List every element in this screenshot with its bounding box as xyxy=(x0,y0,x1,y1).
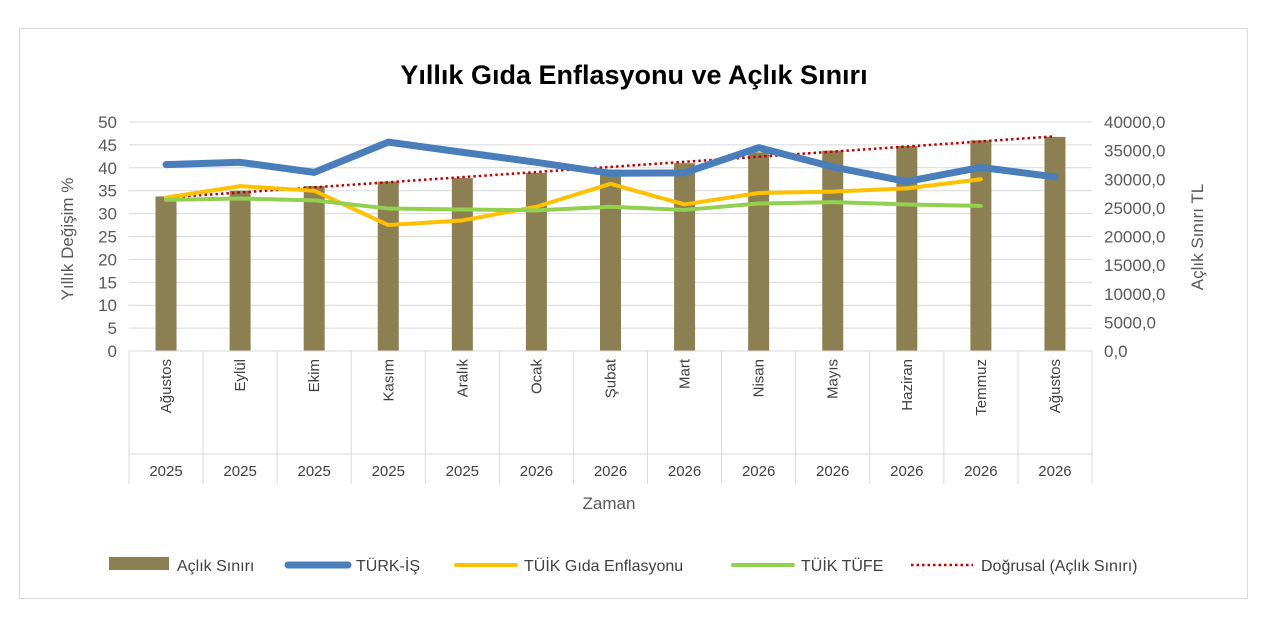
legend-label: Açlık Sınırı xyxy=(177,558,254,575)
x-tick-label: Mart xyxy=(677,358,694,389)
legend-label: Doğrusal (Açlık Sınırı) xyxy=(981,558,1137,575)
y-tick-label: 0 xyxy=(108,342,117,361)
trendline-series xyxy=(165,135,1056,199)
x-tick-label: Nisan xyxy=(751,359,768,397)
y-tick-label: 10 xyxy=(98,296,117,315)
y2-tick-label: 35000,0 xyxy=(1104,142,1165,161)
trendline-aclik-siniri xyxy=(165,135,1056,199)
x-tick-label: Şubat xyxy=(603,358,620,398)
y2-tick-label: 0,0 xyxy=(1104,342,1128,361)
y-tick-label: 50 xyxy=(98,113,117,132)
x-tick-label: Ekim xyxy=(306,359,323,392)
x-year-label: 2025 xyxy=(149,463,182,480)
y-tick-label: 45 xyxy=(98,136,117,155)
bar-aclik-siniri xyxy=(525,172,547,351)
y-tick-label: 5 xyxy=(108,319,117,338)
bar-aclik-siniri xyxy=(600,169,621,351)
y-tick-label: 15 xyxy=(98,273,117,292)
bar-aclik-siniri xyxy=(155,196,177,351)
legend-label: TÜİK Gıda Enflasyonu xyxy=(524,556,683,575)
chart: Yıllık Gıda Enflasyonu ve Açlık Sınırı 0… xyxy=(58,60,1207,575)
y-axis-right: 0,0 5000,0 10000,0 15000,0 20000,0 25000,0 300… xyxy=(1104,113,1165,361)
x-axis-title: Zaman xyxy=(583,494,636,513)
x-tick-label: Haziran xyxy=(899,359,916,411)
bar-series xyxy=(155,136,1066,351)
legend-swatch xyxy=(109,557,169,570)
y2-tick-label: 25000,0 xyxy=(1104,199,1165,218)
chart-frame: Yıllık Gıda Enflasyonu ve Açlık Sınırı 0… xyxy=(19,28,1248,599)
y-tick-label: 35 xyxy=(98,182,117,201)
y-axis-left: 0 5 10 15 20 25 30 35 40 45 50 xyxy=(98,113,117,361)
bar-aclik-siniri xyxy=(303,186,325,351)
x-year-label: 2026 xyxy=(668,463,701,480)
y2-axis-title: Açlık Sınırı TL xyxy=(1188,184,1207,290)
bar-aclik-siniri xyxy=(674,163,696,351)
y2-tick-label: 5000,0 xyxy=(1104,313,1156,332)
x-year-label: 2026 xyxy=(816,463,849,480)
x-year-label: 2026 xyxy=(520,463,553,480)
x-year-label: 2025 xyxy=(223,463,256,480)
x-tick-label: Mayıs xyxy=(825,359,842,399)
chart-title: Yıllık Gıda Enflasyonu ve Açlık Sınırı xyxy=(400,60,867,90)
y2-tick-label: 20000,0 xyxy=(1104,228,1165,247)
x-year-label: 2026 xyxy=(890,463,923,480)
x-year-label: 2026 xyxy=(1038,463,1071,480)
x-tick-label: Ağustos xyxy=(158,359,175,413)
y2-tick-label: 30000,0 xyxy=(1104,170,1165,189)
y-tick-label: 30 xyxy=(98,205,117,224)
x-year-label: 2025 xyxy=(298,463,331,480)
bar-aclik-siniri xyxy=(229,190,251,351)
legend: Açlık Sınırı TÜRK-İŞ TÜİK Gıda Enflasyonu T… xyxy=(109,556,1137,575)
bar-aclik-siniri xyxy=(748,152,770,351)
legend-label: TÜİK TÜFE xyxy=(801,556,883,575)
x-tick-label: Ocak xyxy=(528,359,545,395)
line-series xyxy=(162,138,1059,228)
bar-aclik-siniri xyxy=(1044,136,1066,351)
y-tick-label: 40 xyxy=(98,159,117,178)
bar-aclik-siniri xyxy=(451,178,473,351)
x-axis: Ağustos Eylül Ekim Kasım Aralık Ocak Şubat Mart… xyxy=(128,350,1093,484)
line-t-i-k-g-da-enflasyonu xyxy=(164,177,983,228)
bar-aclik-siniri xyxy=(970,140,992,351)
legend-label: TÜRK-İŞ xyxy=(356,556,420,575)
x-tick-label: Temmuz xyxy=(973,359,990,416)
x-tick-label: Kasım xyxy=(380,359,397,402)
y-axis-title: Yıllık Değişim % xyxy=(58,178,77,301)
x-tick-label: Eylül xyxy=(232,359,249,392)
x-year-label: 2025 xyxy=(446,463,479,480)
line-t-i-k-t-fe xyxy=(164,196,983,213)
x-tick-label: Ağustos xyxy=(1047,359,1064,413)
y2-tick-label: 15000,0 xyxy=(1104,256,1165,275)
y2-tick-label: 10000,0 xyxy=(1104,285,1165,304)
line-t-rk-i xyxy=(162,138,1059,186)
x-year-label: 2025 xyxy=(372,463,405,480)
y-tick-label: 25 xyxy=(98,228,117,247)
x-tick-label: Aralık xyxy=(454,359,471,398)
x-year-label: 2026 xyxy=(742,463,775,480)
y-tick-label: 20 xyxy=(98,250,117,269)
x-year-label: 2026 xyxy=(594,463,627,480)
y2-tick-label: 40000,0 xyxy=(1104,113,1165,132)
x-year-label: 2026 xyxy=(964,463,997,480)
bar-aclik-siniri xyxy=(896,146,918,351)
bar-aclik-siniri xyxy=(822,150,844,351)
